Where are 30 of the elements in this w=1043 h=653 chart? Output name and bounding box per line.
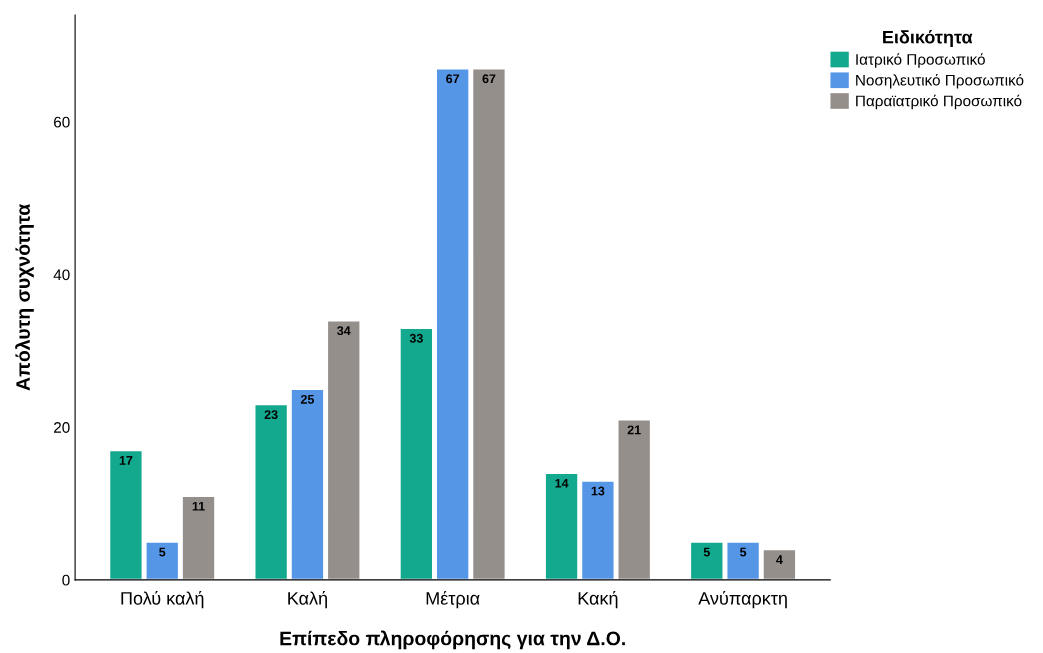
- x-tick-label: Καλή: [288, 590, 327, 609]
- data-label: 23: [264, 410, 278, 420]
- y-axis-title: Απόλυτη συχνότητα: [15, 204, 34, 391]
- legend-label: Ιατρικό Προσωπικό: [856, 53, 985, 68]
- data-label: 17: [119, 456, 133, 465]
- data-label: 14: [555, 479, 569, 488]
- legend-label: Παραϊατρικό Προσωπικό: [856, 94, 1022, 110]
- data-label: 67: [482, 74, 496, 84]
- data-label: 5: [740, 547, 747, 557]
- data-label: 5: [159, 547, 166, 557]
- y-tick-label: 20: [54, 422, 70, 433]
- x-axis-title: Επίπεδο πληροφόρησης για την Δ.Ο.: [280, 630, 625, 650]
- y-tick-label: 0: [62, 574, 70, 586]
- data-label: 5: [703, 547, 710, 557]
- legend-label: Νοσηλευτικό Προσωπικό: [856, 73, 1024, 89]
- x-tick-label: Ανύπαρκτη: [698, 590, 787, 609]
- data-label: 33: [409, 333, 423, 343]
- data-label: 34: [337, 326, 351, 336]
- data-label: 67: [446, 74, 460, 84]
- y-tick-label: 60: [54, 116, 70, 128]
- legend-title: Ειδικότητα: [883, 30, 973, 48]
- data-label: 4: [776, 555, 783, 564]
- y-tick-label: 40: [53, 269, 70, 281]
- data-label: 21: [627, 425, 641, 435]
- data-label: 25: [300, 394, 315, 404]
- x-tick-label: Μέτρια: [426, 590, 480, 609]
- data-label: 13: [591, 486, 605, 496]
- x-tick-label: Πολύ καλή: [121, 590, 204, 609]
- data-label: 11: [192, 501, 205, 511]
- x-tick-label: Κακή: [578, 590, 618, 609]
